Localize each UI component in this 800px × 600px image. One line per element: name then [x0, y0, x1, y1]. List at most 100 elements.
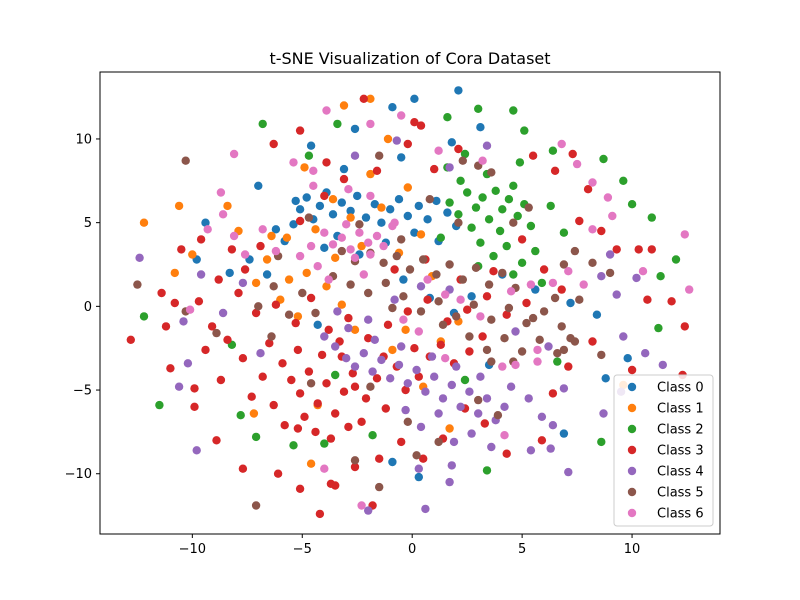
data-point	[383, 134, 393, 144]
y-tick-label: 5	[84, 216, 92, 231]
data-point	[438, 320, 448, 329]
data-point	[544, 342, 553, 351]
data-point	[506, 382, 516, 391]
data-point	[394, 195, 404, 204]
data-point	[403, 139, 412, 149]
data-point	[350, 253, 360, 262]
data-point	[342, 220, 351, 229]
data-point	[386, 374, 395, 383]
data-point	[498, 362, 507, 371]
y-tick-label: −5	[73, 384, 92, 399]
data-point	[421, 387, 430, 396]
data-point	[269, 400, 278, 410]
data-point	[280, 421, 289, 430]
data-point	[346, 280, 355, 289]
data-point	[680, 322, 689, 331]
legend-label: Class 2	[657, 423, 704, 438]
data-point	[522, 298, 531, 308]
data-point	[397, 235, 406, 244]
data-point	[212, 436, 221, 445]
data-point	[262, 255, 272, 264]
data-point	[383, 320, 393, 329]
data-point	[328, 240, 338, 249]
data-point	[476, 312, 485, 321]
data-point	[289, 158, 298, 167]
data-point	[597, 350, 606, 360]
data-point	[438, 394, 448, 403]
data-point	[320, 464, 329, 473]
data-point	[355, 228, 364, 237]
data-point	[271, 225, 281, 234]
series-class-2	[139, 104, 681, 475]
data-point	[524, 203, 533, 212]
data-point	[474, 395, 483, 405]
legend-label: Class 6	[657, 507, 704, 522]
data-point	[603, 193, 613, 202]
data-point	[654, 323, 663, 333]
legend-marker	[627, 424, 637, 434]
data-point	[506, 287, 516, 296]
data-point	[289, 220, 298, 229]
data-point	[489, 251, 498, 261]
data-point	[493, 411, 503, 420]
data-point	[350, 456, 360, 465]
data-point	[238, 354, 248, 363]
data-point	[476, 123, 485, 132]
data-point	[467, 292, 476, 301]
data-point	[203, 225, 212, 234]
data-point	[410, 94, 419, 104]
data-point	[366, 382, 375, 391]
data-point	[366, 191, 375, 201]
data-point	[447, 138, 456, 147]
data-point	[423, 215, 432, 224]
data-point	[227, 245, 237, 254]
data-point	[322, 106, 331, 115]
data-point	[419, 255, 428, 264]
data-point	[139, 218, 149, 227]
data-point	[375, 151, 384, 160]
data-point	[513, 211, 522, 221]
legend-label: Class 5	[657, 486, 704, 501]
data-point	[309, 166, 318, 175]
data-point	[531, 246, 540, 256]
data-point	[463, 305, 472, 314]
data-point	[579, 280, 588, 289]
data-point	[155, 400, 164, 410]
data-point	[416, 422, 426, 432]
data-point	[388, 345, 397, 355]
data-point	[174, 201, 184, 211]
data-point	[482, 292, 492, 301]
data-point	[685, 285, 694, 294]
data-point	[302, 193, 311, 202]
data-point	[445, 260, 454, 269]
data-point	[392, 251, 401, 261]
data-point	[526, 221, 536, 231]
data-point	[267, 332, 276, 341]
data-point	[317, 350, 327, 360]
data-point	[331, 342, 340, 351]
data-point	[559, 228, 569, 237]
data-point	[179, 317, 188, 326]
data-point	[348, 369, 357, 378]
data-point	[456, 176, 465, 185]
data-point	[467, 429, 476, 438]
data-point	[504, 303, 514, 313]
data-point	[386, 205, 395, 214]
data-point	[295, 251, 305, 261]
data-point	[548, 421, 558, 430]
data-point	[254, 181, 263, 190]
data-point	[315, 201, 325, 211]
data-point	[322, 158, 331, 167]
data-point	[161, 322, 171, 331]
data-point	[377, 218, 386, 227]
data-point	[265, 339, 274, 348]
data-point	[548, 278, 558, 288]
data-point	[372, 231, 382, 241]
legend-entry-class-2: Class 2	[627, 423, 704, 438]
data-point	[430, 164, 439, 174]
data-point	[588, 225, 597, 234]
y-tick-label: 10	[75, 132, 92, 147]
data-point	[278, 359, 287, 368]
data-point	[511, 360, 520, 370]
data-point	[605, 250, 615, 259]
